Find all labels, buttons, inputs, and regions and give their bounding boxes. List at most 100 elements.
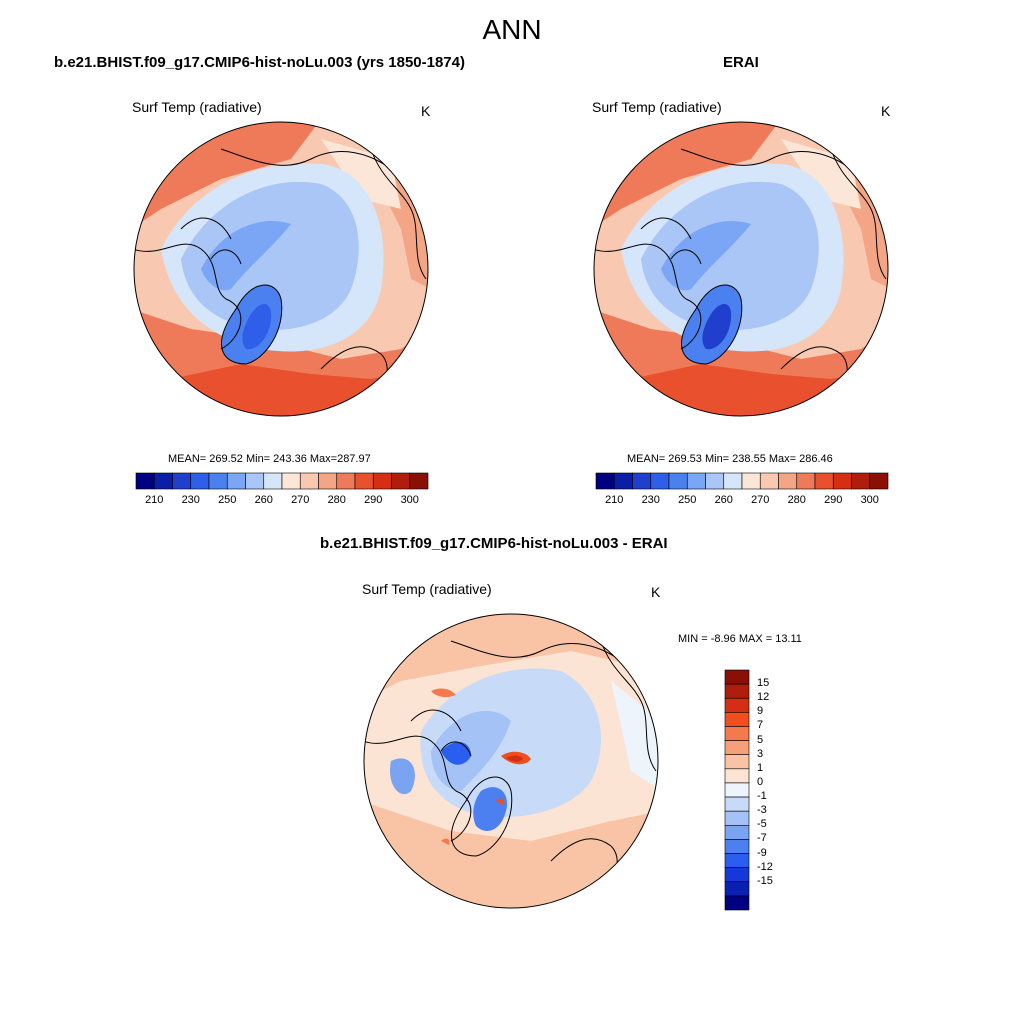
colorbar-swatch bbox=[172, 472, 192, 490]
panel-model-stats: MEAN= 269.52 Min= 243.36 Max=287.97 bbox=[168, 453, 371, 465]
colorbar-swatch bbox=[263, 472, 283, 490]
difference-colorbar-ticks: 15 12 9 7 5 3 1 0 -1 -3 -5 -7 -9 -12 -15 bbox=[757, 670, 797, 910]
colorbar-swatch bbox=[686, 472, 706, 490]
panel-diff-title: b.e21.BHIST.f09_g17.CMIP6-hist-noLu.003 … bbox=[320, 535, 668, 552]
colorbar-swatch bbox=[613, 472, 633, 490]
colorbar-swatch bbox=[409, 472, 429, 490]
colorbar-tick-label: 250 bbox=[218, 494, 237, 506]
colorbar-swatch bbox=[778, 472, 798, 490]
obs-surface-temp-map bbox=[593, 121, 889, 417]
model-colorbar bbox=[135, 472, 429, 490]
colorbar-swatch bbox=[281, 472, 301, 490]
colorbar-swatch bbox=[391, 472, 411, 490]
colorbar-swatch bbox=[724, 669, 750, 685]
colorbar-tick-label: -5 bbox=[757, 818, 767, 831]
colorbar-tick-label: 210 bbox=[605, 494, 624, 506]
colorbar-tick-label: 210 bbox=[145, 494, 164, 506]
panel-model-title: b.e21.BHIST.f09_g17.CMIP6-hist-noLu.003 … bbox=[54, 54, 465, 71]
panel-obs-variable: Surf Temp (radiative) bbox=[592, 99, 722, 115]
colorbar-swatch bbox=[705, 472, 725, 490]
colorbar-swatch bbox=[724, 712, 750, 727]
colorbar-swatch bbox=[724, 726, 750, 741]
colorbar-swatch bbox=[668, 472, 688, 490]
colorbar-swatch bbox=[796, 472, 816, 490]
colorbar-swatch bbox=[724, 740, 750, 756]
season-title: ANN bbox=[482, 14, 542, 45]
colorbar-swatch bbox=[832, 472, 852, 490]
colorbar-tick-label: 290 bbox=[364, 494, 383, 506]
colorbar-tick-label: 1 bbox=[757, 761, 764, 774]
colorbar-tick-label: 280 bbox=[787, 494, 806, 506]
colorbar-swatch bbox=[595, 472, 615, 490]
panel-obs-units: K bbox=[881, 103, 891, 119]
colorbar-swatch bbox=[724, 824, 750, 840]
colorbar-swatch bbox=[299, 472, 319, 490]
colorbar-tick-label: 0 bbox=[757, 775, 764, 788]
difference-colorbar bbox=[724, 669, 750, 911]
colorbar-swatch bbox=[724, 853, 750, 868]
colorbar-swatch bbox=[869, 472, 889, 490]
colorbar-swatch bbox=[724, 754, 750, 770]
colorbar-tick-label: 3 bbox=[757, 747, 764, 760]
colorbar-tick-label: 260 bbox=[254, 494, 273, 506]
panel-obs-stats: MEAN= 269.53 Min= 238.55 Max= 286.46 bbox=[627, 453, 833, 465]
colorbar-tick-label: -3 bbox=[757, 804, 767, 817]
colorbar-tick-label: 5 bbox=[757, 733, 764, 746]
colorbar-tick-label: 300 bbox=[860, 494, 879, 506]
colorbar-tick-label: 7 bbox=[757, 719, 764, 732]
obs-colorbar bbox=[595, 472, 889, 490]
colorbar-swatch bbox=[724, 867, 750, 883]
colorbar-tick-label: 12 bbox=[757, 691, 770, 704]
colorbar-tick-label: -15 bbox=[757, 874, 773, 887]
colorbar-swatch bbox=[336, 472, 356, 490]
colorbar-swatch bbox=[724, 810, 750, 826]
colorbar-tick-label: 280 bbox=[327, 494, 346, 506]
colorbar-swatch bbox=[724, 895, 750, 911]
colorbar-swatch bbox=[814, 472, 834, 490]
colorbar-swatch bbox=[135, 472, 155, 490]
colorbar-tick-label: 290 bbox=[824, 494, 843, 506]
colorbar-swatch bbox=[318, 472, 338, 490]
colorbar-swatch bbox=[190, 472, 210, 490]
colorbar-swatch bbox=[724, 697, 750, 713]
colorbar-tick-label: 260 bbox=[714, 494, 733, 506]
colorbar-tick-label: -1 bbox=[757, 790, 767, 803]
colorbar-tick-label: 15 bbox=[757, 677, 770, 690]
colorbar-tick-label: -9 bbox=[757, 846, 767, 859]
colorbar-swatch bbox=[226, 472, 246, 490]
difference-map bbox=[363, 613, 659, 909]
colorbar-swatch bbox=[724, 782, 750, 798]
panel-model-units: K bbox=[421, 103, 431, 119]
colorbar-tick-label: 230 bbox=[641, 494, 660, 506]
colorbar-swatch bbox=[354, 472, 374, 490]
colorbar-tick-label: 9 bbox=[757, 705, 764, 718]
colorbar-tick-label: 270 bbox=[751, 494, 770, 506]
colorbar-swatch bbox=[372, 472, 392, 490]
colorbar-tick-label: 300 bbox=[400, 494, 419, 506]
colorbar-tick-label: -7 bbox=[757, 832, 767, 845]
model-colorbar-ticks: 210 230 250 260 270 280 290 300 bbox=[136, 494, 428, 508]
colorbar-swatch bbox=[208, 472, 228, 490]
colorbar-swatch bbox=[245, 472, 265, 490]
colorbar-swatch bbox=[724, 683, 750, 699]
colorbar-swatch bbox=[759, 472, 779, 490]
colorbar-tick-label: 250 bbox=[678, 494, 697, 506]
colorbar-swatch bbox=[650, 472, 670, 490]
colorbar-swatch bbox=[724, 881, 750, 897]
model-surface-temp-map bbox=[133, 121, 429, 417]
colorbar-swatch bbox=[741, 472, 761, 490]
colorbar-swatch bbox=[724, 796, 750, 812]
colorbar-tick-label: -12 bbox=[757, 860, 773, 873]
panel-diff-variable: Surf Temp (radiative) bbox=[362, 581, 492, 597]
colorbar-swatch bbox=[632, 472, 652, 490]
colorbar-swatch bbox=[153, 472, 173, 490]
colorbar-swatch bbox=[851, 472, 871, 490]
colorbar-tick-label: 230 bbox=[181, 494, 200, 506]
panel-diff-stats: MIN = -8.96 MAX = 13.11 bbox=[678, 633, 802, 645]
panel-model-variable: Surf Temp (radiative) bbox=[132, 99, 262, 115]
obs-colorbar-ticks: 210 230 250 260 270 280 290 300 bbox=[596, 494, 888, 508]
colorbar-tick-label: 270 bbox=[291, 494, 310, 506]
colorbar-swatch bbox=[724, 839, 750, 854]
panel-obs-title: ERAI bbox=[723, 54, 759, 71]
panel-diff-units: K bbox=[651, 584, 661, 600]
